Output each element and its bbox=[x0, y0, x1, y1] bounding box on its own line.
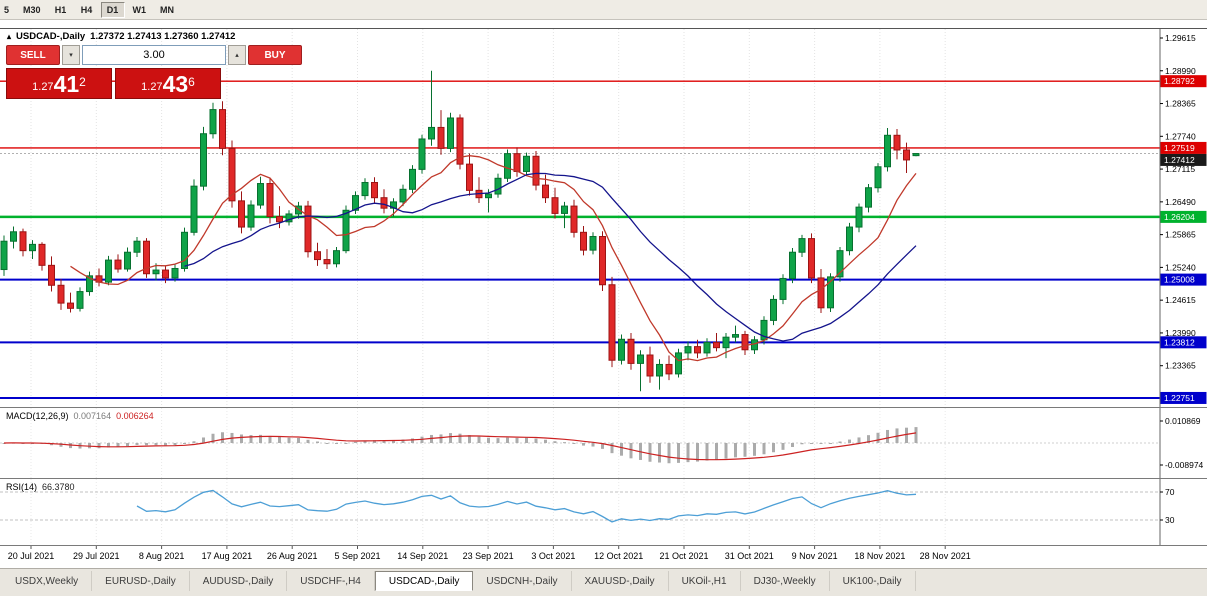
ask-price-panel[interactable]: 1.27 43 6 bbox=[115, 68, 221, 99]
panel-separator bbox=[0, 478, 1207, 479]
panel-separator bbox=[0, 545, 1207, 546]
tab-audusd-daily[interactable]: AUDUSD-,Daily bbox=[190, 571, 288, 591]
svg-text:1.26490: 1.26490 bbox=[1165, 197, 1196, 207]
ask-prefix: 1.27 bbox=[141, 81, 163, 93]
macd-main-value: 0.007164 bbox=[73, 411, 112, 421]
svg-text:12 Oct 2021: 12 Oct 2021 bbox=[594, 551, 643, 561]
rsi-indicator-panel[interactable]: 70 30 bbox=[0, 479, 1207, 545]
svg-text:1.27519: 1.27519 bbox=[1164, 143, 1195, 153]
svg-text:14 Sep 2021: 14 Sep 2021 bbox=[397, 551, 448, 561]
svg-text:28 Nov 2021: 28 Nov 2021 bbox=[920, 551, 971, 561]
svg-text:1.25008: 1.25008 bbox=[1164, 275, 1195, 285]
tab-usdcnh-daily[interactable]: USDCNH-,Daily bbox=[473, 571, 572, 591]
chart-tabs-bar: USDX,Weekly EURUSD-,Daily AUDUSD-,Daily USD… bbox=[0, 568, 1207, 596]
volume-increase-button[interactable]: ▴ bbox=[228, 45, 246, 65]
svg-text:21 Oct 2021: 21 Oct 2021 bbox=[659, 551, 708, 561]
bid-prefix: 1.27 bbox=[32, 81, 54, 93]
svg-text:1.29615: 1.29615 bbox=[1165, 33, 1196, 43]
trade-controls-row: SELL ▾ ▴ BUY bbox=[6, 45, 302, 65]
rsi-name: RSI(14) bbox=[6, 482, 38, 492]
svg-text:1.23365: 1.23365 bbox=[1165, 361, 1196, 371]
tab-eurusd-daily[interactable]: EURUSD-,Daily bbox=[92, 571, 190, 591]
svg-text:1.27740: 1.27740 bbox=[1165, 131, 1196, 141]
bid-pipette: 2 bbox=[79, 75, 86, 89]
tab-usdchf-h4[interactable]: USDCHF-,H4 bbox=[287, 571, 375, 591]
svg-text:9 Nov 2021: 9 Nov 2021 bbox=[792, 551, 838, 561]
rsi-label: RSI(14) 66.3780 bbox=[6, 482, 75, 492]
timeframe-button-h1[interactable]: H1 bbox=[54, 4, 67, 15]
bid-ask-row: 1.27 41 2 1.27 43 6 bbox=[6, 68, 228, 99]
chart-symbol-label: ▴ USDCAD-,Daily 1.27372 1.27413 1.27360 … bbox=[7, 31, 235, 42]
svg-text:1.27115: 1.27115 bbox=[1165, 164, 1195, 174]
bid-big-digits: 41 bbox=[53, 71, 80, 97]
svg-text:20 Jul 2021: 20 Jul 2021 bbox=[8, 551, 55, 561]
macd-signal-value: 0.006264 bbox=[116, 411, 154, 421]
svg-text:29 Jul 2021: 29 Jul 2021 bbox=[73, 551, 120, 561]
timeframe-button-d1[interactable]: D1 bbox=[100, 1, 125, 18]
tab-ukoil-h1[interactable]: UKOil-,H1 bbox=[669, 571, 741, 591]
tab-usdcad-daily[interactable]: USDCAD-,Daily bbox=[374, 571, 474, 591]
svg-text:3 Oct 2021: 3 Oct 2021 bbox=[531, 551, 575, 561]
buy-button[interactable]: BUY bbox=[248, 45, 302, 65]
svg-text:23 Sep 2021: 23 Sep 2021 bbox=[463, 551, 514, 561]
svg-text:1.24615: 1.24615 bbox=[1165, 295, 1196, 305]
ask-pipette: 6 bbox=[188, 75, 195, 89]
svg-text:1.26204: 1.26204 bbox=[1164, 212, 1195, 222]
chart-frame-border bbox=[0, 28, 1207, 29]
timeframe-button-5[interactable]: 5 bbox=[4, 4, 10, 15]
timeframe-button-m30[interactable]: M30 bbox=[23, 4, 41, 15]
tab-uk100-daily[interactable]: UK100-,Daily bbox=[830, 571, 916, 591]
macd-name: MACD(12,26,9) bbox=[6, 411, 69, 421]
timeframe-button-w1[interactable]: W1 bbox=[132, 4, 147, 15]
svg-text:17 Aug 2021: 17 Aug 2021 bbox=[202, 551, 253, 561]
svg-text:0.010869: 0.010869 bbox=[1165, 416, 1201, 426]
one-click-trading-panel: SELL ▾ ▴ BUY 1.27 41 2 1.27 43 6 bbox=[6, 45, 302, 99]
tab-usdx-weekly[interactable]: USDX,Weekly bbox=[2, 571, 93, 591]
svg-text:1.25865: 1.25865 bbox=[1165, 230, 1196, 240]
panel-separator bbox=[0, 407, 1207, 408]
tab-xauusd-daily[interactable]: XAUUSD-,Daily bbox=[572, 571, 669, 591]
svg-text:-0.008974: -0.008974 bbox=[1165, 460, 1204, 470]
macd-label: MACD(12,26,9) 0.007164 0.006264 bbox=[6, 411, 154, 421]
svg-text:1.25240: 1.25240 bbox=[1165, 262, 1196, 272]
svg-text:1.23990: 1.23990 bbox=[1165, 328, 1196, 338]
timeframe-toolbar: 5 M30 H1 H4 D1 W1 MN bbox=[0, 0, 1207, 20]
svg-text:31 Oct 2021: 31 Oct 2021 bbox=[725, 551, 774, 561]
svg-text:26 Aug 2021: 26 Aug 2021 bbox=[267, 551, 318, 561]
ohlc-values: 1.27372 1.27413 1.27360 1.27412 bbox=[90, 31, 236, 42]
rsi-value: 66.3780 bbox=[42, 482, 75, 492]
tab-dj30-weekly[interactable]: DJ30-,Weekly bbox=[741, 571, 830, 591]
svg-text:18 Nov 2021: 18 Nov 2021 bbox=[854, 551, 905, 561]
svg-text:30: 30 bbox=[1165, 515, 1175, 525]
svg-text:1.28365: 1.28365 bbox=[1165, 99, 1196, 109]
svg-text:1.23812: 1.23812 bbox=[1164, 337, 1195, 347]
sell-button[interactable]: SELL bbox=[6, 45, 60, 65]
svg-text:1.27412: 1.27412 bbox=[1164, 155, 1195, 165]
svg-text:8 Aug 2021: 8 Aug 2021 bbox=[139, 551, 185, 561]
symbol-name: USDCAD-,Daily bbox=[16, 31, 86, 42]
volume-input[interactable] bbox=[82, 45, 226, 65]
timeframe-button-h4[interactable]: H4 bbox=[80, 4, 93, 15]
svg-text:5 Sep 2021: 5 Sep 2021 bbox=[334, 551, 380, 561]
svg-text:1.28792: 1.28792 bbox=[1164, 76, 1195, 86]
macd-indicator-panel[interactable]: 0.010869 -0.008974 bbox=[0, 408, 1207, 478]
svg-text:1.28990: 1.28990 bbox=[1165, 66, 1196, 76]
ask-big-digits: 43 bbox=[162, 71, 189, 97]
svg-text:1.22751: 1.22751 bbox=[1164, 393, 1195, 403]
one-click-collapse-icon[interactable]: ▴ bbox=[7, 32, 12, 41]
bid-price-panel[interactable]: 1.27 41 2 bbox=[6, 68, 112, 99]
timeframe-button-mn[interactable]: MN bbox=[160, 4, 175, 15]
svg-text:70: 70 bbox=[1165, 487, 1175, 497]
volume-decrease-button[interactable]: ▾ bbox=[62, 45, 80, 65]
date-axis[interactable]: 20 Jul 2021 29 Jul 2021 8 Aug 2021 17 Aug 2… bbox=[0, 546, 1207, 568]
